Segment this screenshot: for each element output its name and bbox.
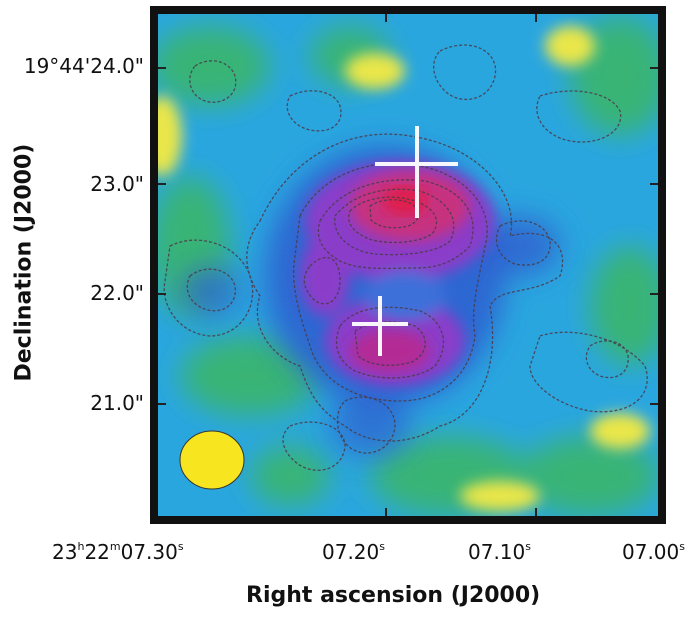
x-axis-title: Right ascension (J2000)	[246, 583, 541, 608]
y-tick-label: 23.0"	[90, 172, 144, 196]
y-tick-label: 21.0"	[90, 391, 144, 415]
x-tick-label: 07.00s	[622, 540, 685, 564]
plus-marker-south	[352, 296, 408, 356]
contour-map	[150, 6, 666, 524]
x-tick-label: 07.20s	[322, 540, 385, 564]
y-axis-title: Declination (J2000)	[11, 143, 37, 382]
plus-marker-north	[375, 126, 458, 218]
beam-ellipse	[179, 430, 245, 490]
y-tick-label: 22.0"	[90, 281, 144, 305]
y-tick-label: 19°44'24.0"	[23, 54, 144, 78]
x-tick-label: 07.10s	[468, 540, 531, 564]
x-tick-label: 23h22m07.30s	[52, 540, 184, 564]
